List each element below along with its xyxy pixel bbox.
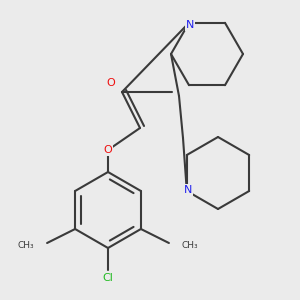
Text: O: O bbox=[103, 145, 112, 155]
Text: CH₃: CH₃ bbox=[182, 241, 199, 250]
Text: N: N bbox=[186, 20, 194, 30]
Text: O: O bbox=[106, 78, 116, 88]
Text: Cl: Cl bbox=[103, 273, 113, 283]
Text: CH₃: CH₃ bbox=[17, 241, 34, 250]
Text: N: N bbox=[184, 185, 192, 195]
